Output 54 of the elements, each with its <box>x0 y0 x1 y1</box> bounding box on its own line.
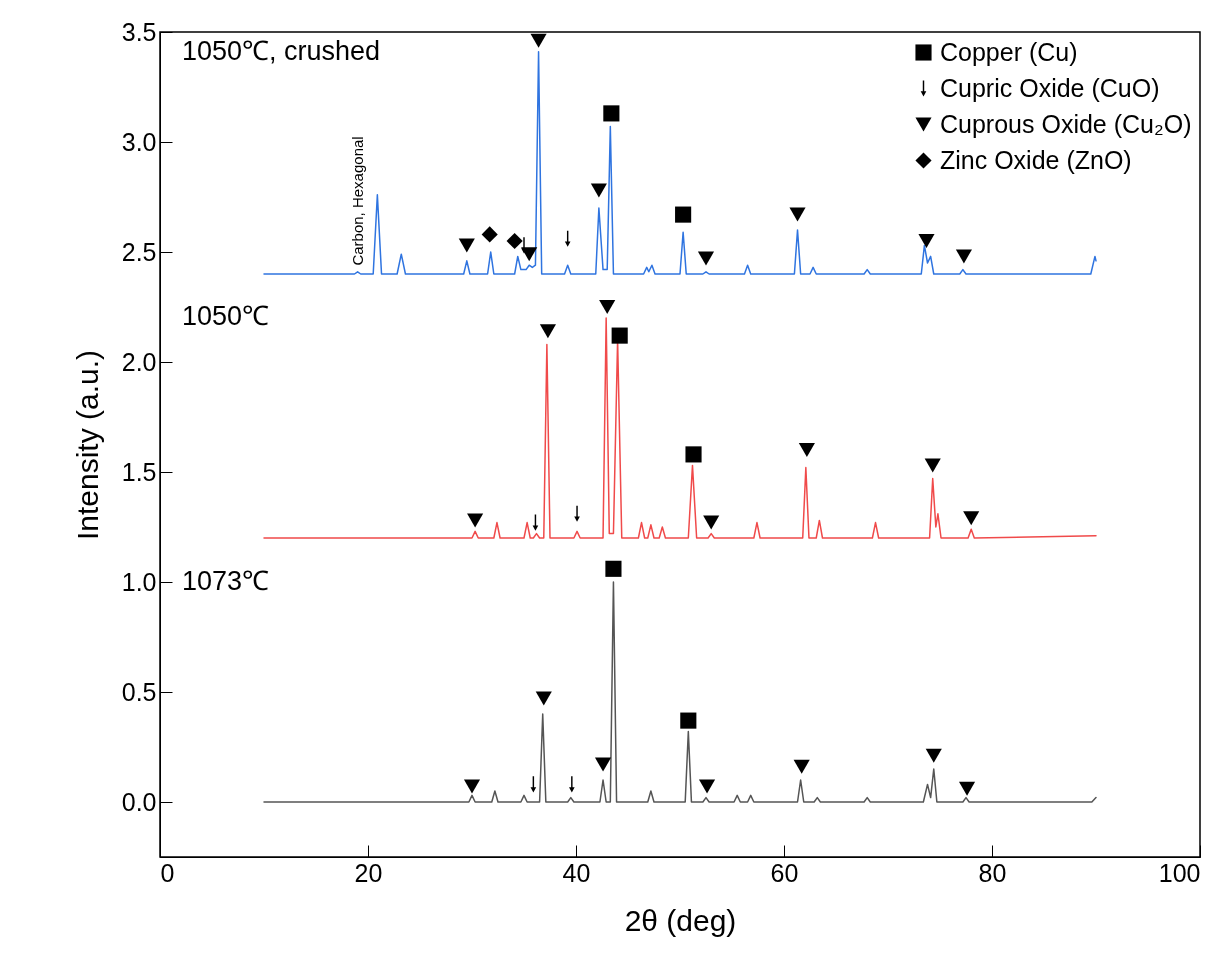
point <box>590 183 607 198</box>
point <box>539 324 556 339</box>
annotation: Carbon, Hexagonal <box>348 136 366 266</box>
annotation: 1073℃ <box>182 566 270 596</box>
point <box>798 443 815 457</box>
y-tick-label: 3.0 <box>121 127 157 156</box>
point <box>481 226 498 243</box>
legend-label: Zinc Oxide (ZnO) <box>940 145 1132 174</box>
y-tick-label: 2.0 <box>121 347 157 376</box>
x-tick-label: 80 <box>978 858 1007 887</box>
point <box>594 757 612 772</box>
annotation: 1050℃, crushed <box>182 36 381 66</box>
point <box>925 748 942 763</box>
point <box>703 515 720 530</box>
point <box>680 712 697 729</box>
point <box>685 446 702 463</box>
point <box>698 779 716 794</box>
x-tick-label: 0 <box>160 858 175 887</box>
x-axis-title: 2θ (deg) <box>624 903 737 937</box>
y-tick-label: 2.5 <box>121 237 157 266</box>
point <box>467 513 484 528</box>
x-tick-label: 100 <box>1158 858 1201 887</box>
x-tick-label: 40 <box>562 858 591 887</box>
point <box>611 327 628 344</box>
point <box>955 249 972 264</box>
y-tick-label: 1.0 <box>121 567 157 596</box>
point <box>789 207 806 222</box>
legend-label: Copper (Cu) <box>940 37 1078 66</box>
point <box>458 238 475 253</box>
y-tick-label: 1.5 <box>121 457 157 486</box>
point <box>697 251 715 266</box>
legend-label: Cuprous Oxide (Cu₂O) <box>940 109 1192 138</box>
point <box>605 560 622 577</box>
point <box>599 300 616 314</box>
point <box>675 206 692 223</box>
x-tick-label: 60 <box>770 858 799 887</box>
point <box>535 691 552 706</box>
point <box>463 779 481 794</box>
point <box>924 458 941 473</box>
point <box>521 247 538 262</box>
annotation: 1050℃ <box>182 301 270 331</box>
point <box>603 105 620 122</box>
point <box>958 781 976 796</box>
point <box>963 511 980 526</box>
point <box>793 759 810 774</box>
y-tick-label: 0.0 <box>121 787 157 816</box>
x-tick-label: 20 <box>354 858 383 887</box>
y-tick-label: 3.5 <box>121 17 157 46</box>
point <box>918 234 935 248</box>
y-tick-label: 0.5 <box>121 677 157 706</box>
y-axis-title: Intensity (a.u.) <box>70 349 104 541</box>
legend-label: Cupric Oxide (CuO) <box>940 73 1160 102</box>
point <box>530 33 547 48</box>
point <box>506 232 523 250</box>
